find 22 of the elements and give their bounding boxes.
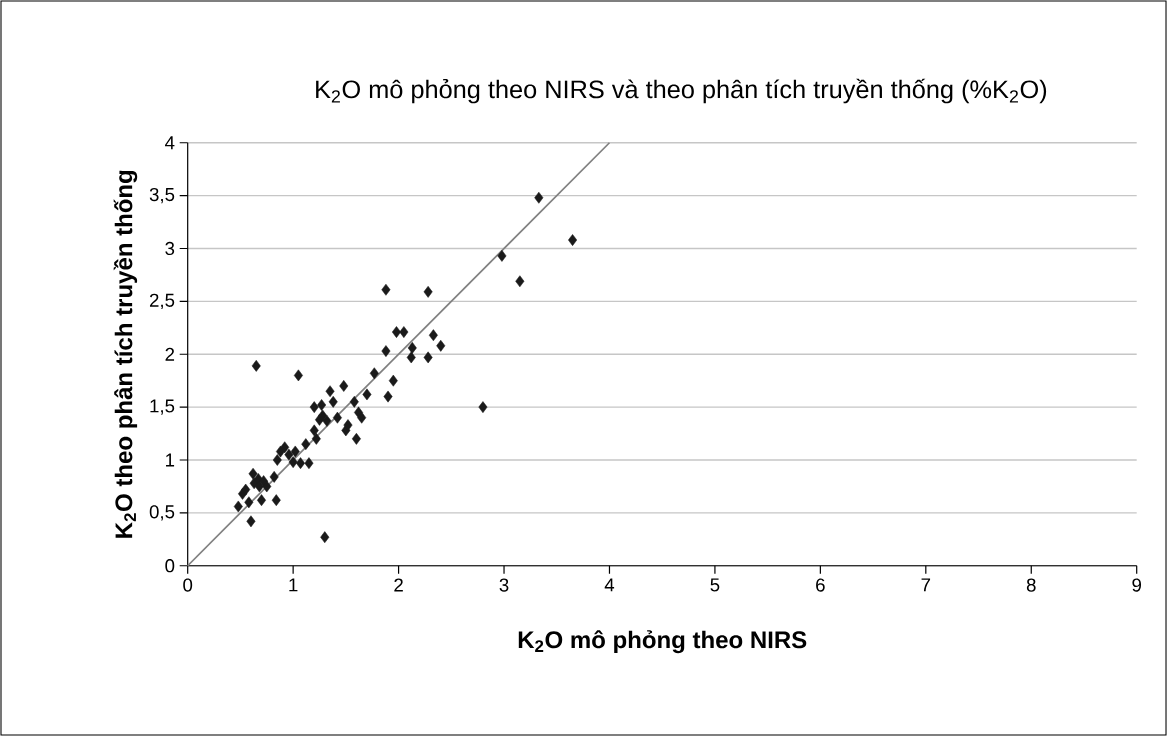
y-tick-label: 4 [165, 136, 175, 150]
x-tick-label: 2 [394, 578, 403, 592]
y-tick-label: 3,5 [149, 187, 175, 204]
y-tick-label: 0,5 [149, 505, 175, 521]
y-tick-label: 2,5 [149, 293, 175, 310]
y-tick-label: 2 [165, 347, 175, 361]
y-axis-title: K$_{2}$O theo phân tích truyền thống [113, 170, 138, 538]
y-tick-label: 1 [166, 453, 175, 467]
y-tick-label: 3 [165, 241, 175, 256]
x-tick-label: 5 [710, 578, 720, 592]
x-tick-label: 9 [1132, 578, 1141, 592]
x-tick-label: 7 [921, 578, 931, 592]
x-tick-label: 4 [604, 578, 615, 592]
x-tick-label: 1 [289, 578, 298, 592]
x-tick-label: 8 [1026, 578, 1036, 592]
x-tick-label: 6 [816, 578, 825, 592]
x-tick-label: 0 [183, 578, 193, 592]
chart-title: K$_{2}$O mô phỏng theo NIRS và theo phân tích truyền thống (%K$_{2}$O) [316, 78, 1047, 104]
y-tick-label: 0 [165, 559, 175, 573]
y-tick-label: 1,5 [150, 399, 175, 415]
x-axis-title: K$_{2}$O mô phỏng theo NIRS [518, 630, 807, 654]
x-tick-label: 3 [499, 578, 509, 592]
